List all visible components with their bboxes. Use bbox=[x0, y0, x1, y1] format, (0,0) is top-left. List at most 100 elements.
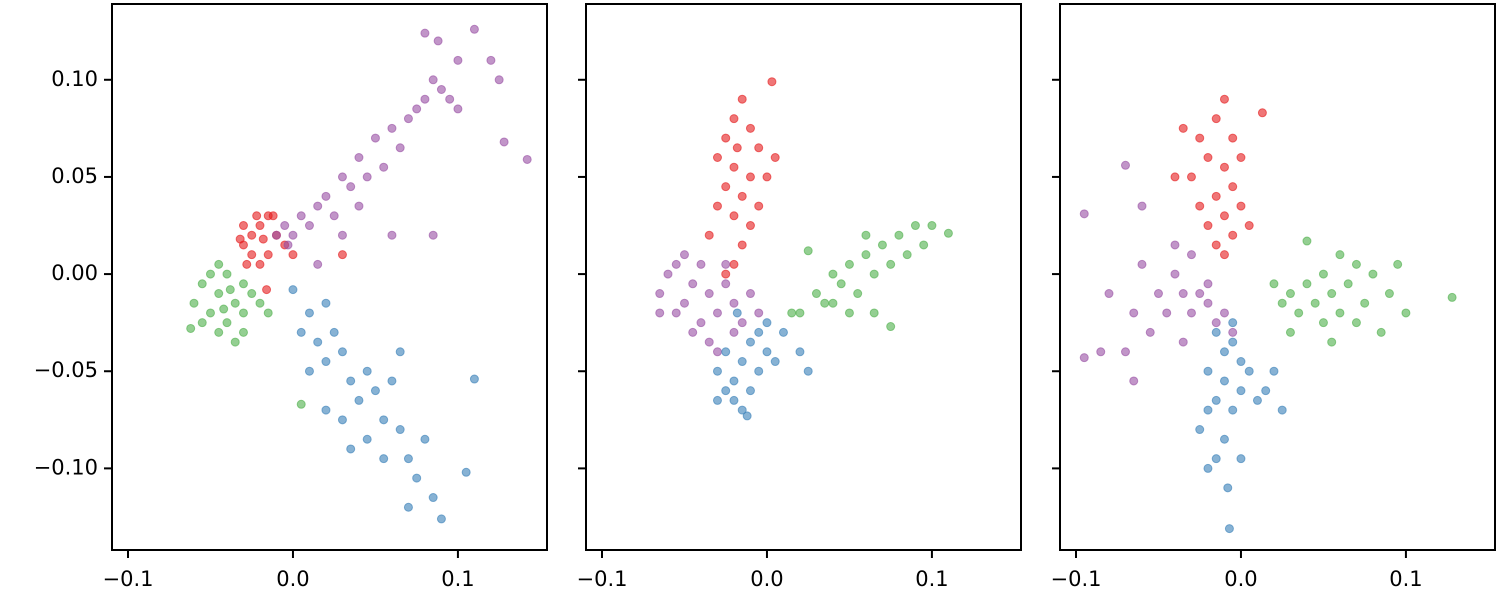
scatter-point bbox=[787, 308, 797, 318]
scatter-point bbox=[663, 269, 673, 279]
scatter-point bbox=[428, 75, 438, 85]
scatter-point bbox=[1376, 327, 1386, 337]
scatter-point bbox=[337, 250, 347, 260]
scatter-point bbox=[712, 366, 722, 376]
scatter-point bbox=[1228, 182, 1238, 192]
scatter-point bbox=[1228, 318, 1238, 328]
scatter-point bbox=[263, 308, 273, 318]
scatter-point bbox=[894, 230, 904, 240]
scatter-point bbox=[428, 230, 438, 240]
scatter-point bbox=[745, 123, 755, 133]
scatter-point bbox=[655, 289, 665, 299]
scatter-point bbox=[337, 172, 347, 182]
scatter-point bbox=[1228, 133, 1238, 143]
scatter-point bbox=[288, 230, 298, 240]
scatter-point bbox=[403, 454, 413, 464]
scatter-point bbox=[729, 114, 739, 124]
scatter-point bbox=[1153, 289, 1163, 299]
scatter-point bbox=[853, 289, 863, 299]
scatter-point bbox=[428, 493, 438, 503]
scatter-point bbox=[238, 327, 248, 337]
scatter-point bbox=[1236, 153, 1246, 163]
scatter-point bbox=[836, 279, 846, 289]
scatter-point bbox=[262, 285, 272, 295]
scatter-point bbox=[1219, 250, 1229, 260]
scatter-point bbox=[737, 318, 747, 328]
scatter-point bbox=[321, 191, 331, 201]
scatter-point bbox=[235, 234, 245, 244]
scatter-point bbox=[354, 395, 364, 405]
scatter-point bbox=[729, 211, 739, 221]
scatter-point bbox=[205, 308, 215, 318]
scatter-point bbox=[803, 366, 813, 376]
scatter-point bbox=[886, 259, 896, 269]
scatter-point bbox=[679, 250, 689, 260]
scatter-point bbox=[1368, 269, 1378, 279]
scatter-point bbox=[1211, 240, 1221, 250]
scatter-point bbox=[820, 298, 830, 308]
scatter-point bbox=[362, 172, 372, 182]
scatter-point bbox=[283, 240, 293, 250]
scatter-point bbox=[1195, 133, 1205, 143]
scatter-point bbox=[688, 279, 698, 289]
scatter-point bbox=[1384, 289, 1394, 299]
scatter-point bbox=[296, 211, 306, 221]
scatter-point bbox=[671, 259, 681, 269]
scatter-point bbox=[712, 201, 722, 211]
scatter-point bbox=[313, 337, 323, 347]
scatter-point bbox=[745, 386, 755, 396]
scatter-point bbox=[238, 279, 248, 289]
scatter-point bbox=[445, 94, 455, 104]
scatter-point bbox=[729, 162, 739, 172]
scatter-point bbox=[1351, 259, 1361, 269]
scatter-point bbox=[189, 298, 199, 308]
scatter-point bbox=[420, 28, 430, 38]
scatter-point bbox=[729, 327, 739, 337]
scatter-point bbox=[412, 473, 422, 483]
scatter-point bbox=[1137, 259, 1147, 269]
scatter-point bbox=[729, 298, 739, 308]
scatter-point bbox=[337, 347, 347, 357]
scatter-point bbox=[712, 308, 722, 318]
scatter-point bbox=[255, 221, 265, 231]
scatter-point bbox=[433, 36, 443, 46]
x-tick-label: 0.1 bbox=[1389, 567, 1422, 591]
scatter-point bbox=[387, 376, 397, 386]
scatter-point bbox=[1447, 292, 1457, 302]
scatter-point bbox=[403, 114, 413, 124]
scatter-point bbox=[1129, 376, 1139, 386]
scatter-point bbox=[263, 250, 273, 260]
scatter-point bbox=[1310, 298, 1320, 308]
scatter-point bbox=[420, 94, 430, 104]
scatter-point bbox=[379, 415, 389, 425]
scatter-point bbox=[337, 230, 347, 240]
scatter-point bbox=[280, 221, 290, 231]
scatter-point bbox=[255, 298, 265, 308]
scatter-point bbox=[461, 467, 471, 477]
scatter-point bbox=[861, 230, 871, 240]
scatter-point bbox=[1203, 153, 1213, 163]
scatter-point bbox=[721, 279, 731, 289]
scatter-point bbox=[304, 366, 314, 376]
scatter-point bbox=[778, 327, 788, 337]
scatter-point bbox=[869, 308, 879, 318]
scatter-point bbox=[1236, 201, 1246, 211]
scatter-point bbox=[222, 269, 232, 279]
scatter-point bbox=[795, 347, 805, 357]
scatter-point bbox=[745, 337, 755, 347]
scatter-point bbox=[1096, 347, 1106, 357]
scatter-point bbox=[704, 337, 714, 347]
scatter-point bbox=[403, 502, 413, 512]
scatter-point bbox=[1224, 524, 1234, 534]
scatter-point bbox=[296, 399, 306, 409]
scatter-point bbox=[1269, 366, 1279, 376]
scatter-point bbox=[247, 250, 257, 260]
scatter-point bbox=[745, 289, 755, 299]
scatter-point bbox=[1335, 308, 1345, 318]
scatter-point bbox=[321, 405, 331, 415]
scatter-point bbox=[1211, 454, 1221, 464]
scatter-point bbox=[1252, 395, 1262, 405]
scatter-point bbox=[1186, 308, 1196, 318]
